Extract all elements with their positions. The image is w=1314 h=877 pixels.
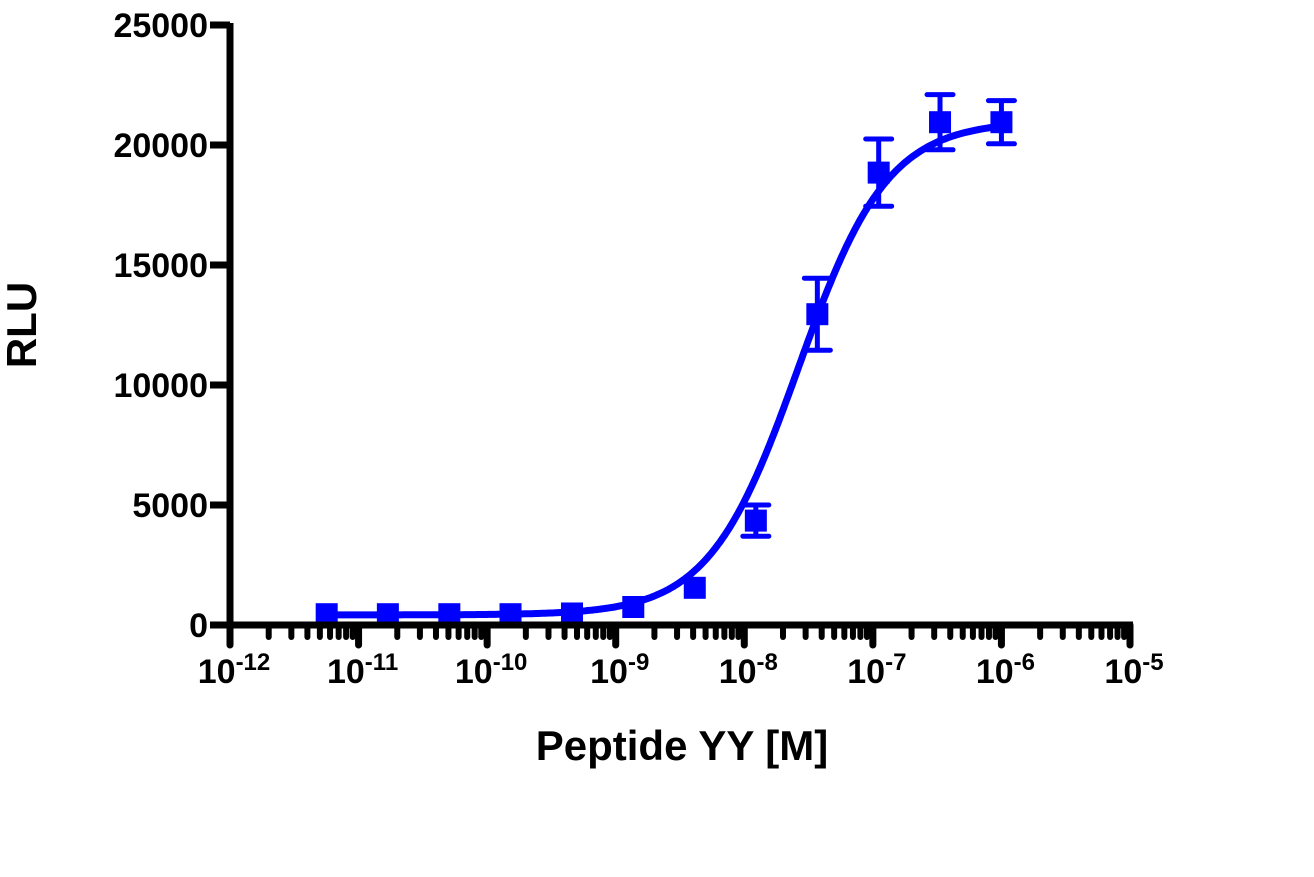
data-point-square bbox=[744, 509, 767, 532]
x-tick-label: 10-11 bbox=[327, 649, 398, 691]
x-tick-label: 10-5 bbox=[1104, 649, 1163, 691]
x-tick-label: 10-7 bbox=[847, 649, 906, 691]
data-point-square bbox=[499, 603, 522, 626]
y-tick-label: 5000 bbox=[132, 487, 208, 525]
axes: 0 5000 10000 15000 20000 25000 10-12 10-11 10-10… bbox=[113, 7, 1163, 691]
data-point-square bbox=[867, 161, 890, 184]
fit-curve bbox=[326, 122, 1002, 619]
data-point-square bbox=[438, 603, 461, 626]
x-tick-label: 10-6 bbox=[976, 649, 1035, 691]
y-tick-label: 0 bbox=[189, 607, 208, 645]
y-tick-label: 25000 bbox=[113, 7, 208, 45]
x-tick-label: 10-12 bbox=[198, 649, 271, 691]
data-points-layer bbox=[315, 92, 1017, 626]
x-tick-label: 10-8 bbox=[719, 649, 778, 691]
x-axis-title: Peptide YY [M] bbox=[536, 722, 829, 769]
data-point-square bbox=[315, 603, 338, 626]
data-point-square bbox=[560, 602, 583, 625]
y-tick-label: 15000 bbox=[113, 247, 208, 285]
data-point-square bbox=[376, 603, 399, 626]
data-point-square bbox=[622, 596, 645, 618]
data-point-square bbox=[683, 576, 706, 599]
x-tick-label: 10-9 bbox=[590, 649, 649, 691]
data-point-square bbox=[990, 111, 1013, 134]
y-tick-label: 10000 bbox=[113, 367, 208, 405]
fit-curve-layer bbox=[326, 122, 1002, 619]
x-tick-label: 10-10 bbox=[455, 649, 528, 691]
data-point-square bbox=[929, 111, 952, 134]
y-axis-title: RLU bbox=[0, 282, 45, 368]
data-point-square bbox=[806, 303, 829, 326]
y-tick-label: 20000 bbox=[113, 127, 208, 165]
